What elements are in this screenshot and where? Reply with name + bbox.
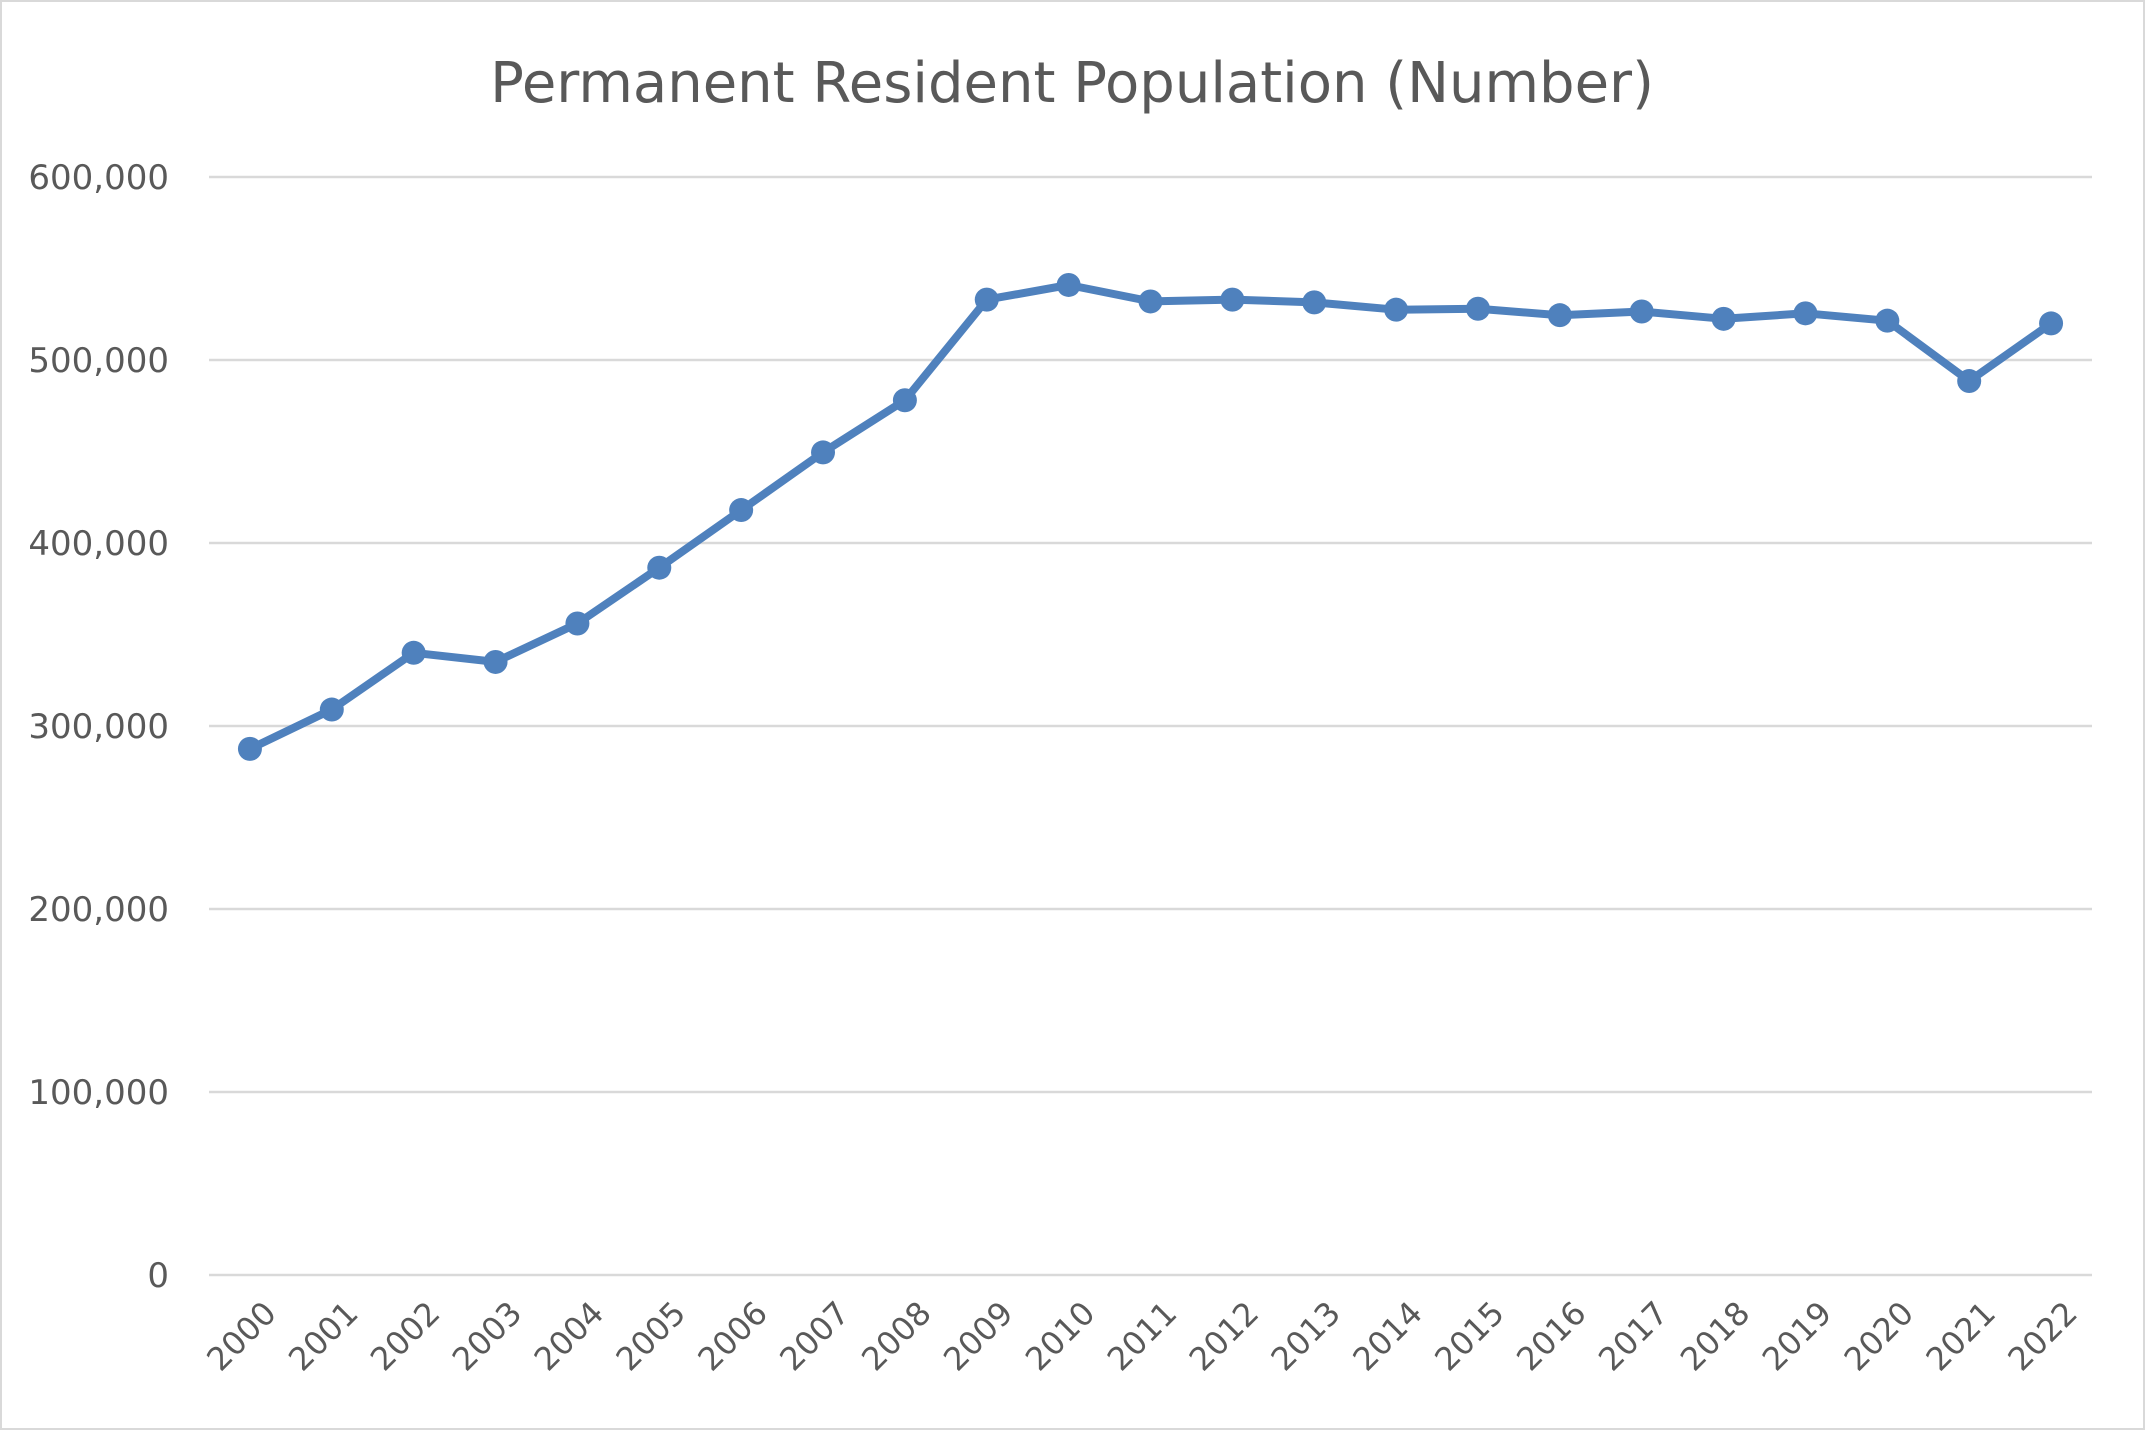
data-point — [974, 287, 999, 312]
data-point — [1384, 297, 1409, 322]
data-point — [1793, 301, 1818, 326]
y-tick-label: 0 — [147, 1256, 169, 1296]
x-tick-label: 2018 — [1673, 1294, 1757, 1378]
data-point — [401, 640, 426, 665]
x-tick-label: 2001 — [281, 1294, 365, 1378]
data-point — [811, 440, 836, 465]
x-tick-label: 2012 — [1182, 1294, 1266, 1378]
y-axis-tick-labels: 0 100,000 200,000 300,000 400,000 500,000 600,… — [28, 158, 169, 1296]
x-tick-label: 2014 — [1345, 1294, 1429, 1378]
x-tick-label: 2008 — [854, 1294, 938, 1378]
x-tick-label: 2017 — [1591, 1294, 1675, 1378]
gridlines — [209, 175, 2092, 1277]
data-point — [729, 498, 754, 523]
x-tick-label: 2011 — [1100, 1294, 1184, 1378]
data-point — [1711, 306, 1736, 331]
y-tick-label: 100,000 — [28, 1073, 169, 1113]
x-tick-label: 2013 — [1264, 1294, 1348, 1378]
data-point — [2039, 311, 2064, 336]
data-point — [237, 736, 262, 761]
data-point — [1957, 369, 1982, 394]
y-tick-label: 500,000 — [28, 341, 169, 381]
y-tick-label: 300,000 — [28, 707, 169, 747]
data-point — [1547, 303, 1572, 328]
x-tick-label: 2015 — [1427, 1294, 1511, 1378]
y-tick-label: 200,000 — [28, 890, 169, 930]
x-tick-label: 2020 — [1837, 1294, 1921, 1378]
x-tick-label: 2022 — [2000, 1294, 2084, 1378]
data-point — [1056, 272, 1081, 297]
x-tick-label: 2016 — [1509, 1294, 1593, 1378]
data-point — [1465, 296, 1490, 321]
data-point — [1220, 287, 1245, 312]
x-tick-label: 2000 — [199, 1294, 283, 1378]
data-point — [1302, 290, 1327, 315]
x-tick-label: 2002 — [363, 1294, 447, 1378]
data-point — [483, 649, 508, 674]
data-point — [1138, 289, 1163, 314]
x-tick-label: 2019 — [1755, 1294, 1839, 1378]
data-point — [1875, 308, 1900, 333]
data-point — [892, 388, 917, 413]
x-tick-label: 2021 — [1918, 1294, 2002, 1378]
y-tick-label: 400,000 — [28, 524, 169, 564]
chart-title: Permanent Resident Population (Number) — [490, 51, 1654, 116]
series-layer — [237, 272, 2064, 761]
x-tick-label: 2003 — [445, 1294, 529, 1378]
data-point — [1629, 299, 1654, 324]
x-tick-label: 2005 — [609, 1294, 693, 1378]
x-tick-label: 2009 — [936, 1294, 1020, 1378]
series-line — [245, 281, 2056, 753]
data-point — [647, 555, 672, 580]
x-tick-label: 2004 — [527, 1294, 611, 1378]
data-point — [565, 611, 590, 636]
x-tick-label: 2006 — [690, 1294, 774, 1378]
x-tick-label: 2007 — [772, 1294, 856, 1378]
data-point — [319, 697, 344, 722]
x-axis-tick-labels: 2000200120022003200420052006200720082009… — [199, 1294, 2085, 1378]
y-tick-label: 600,000 — [28, 158, 169, 198]
x-tick-label: 2010 — [1018, 1294, 1102, 1378]
